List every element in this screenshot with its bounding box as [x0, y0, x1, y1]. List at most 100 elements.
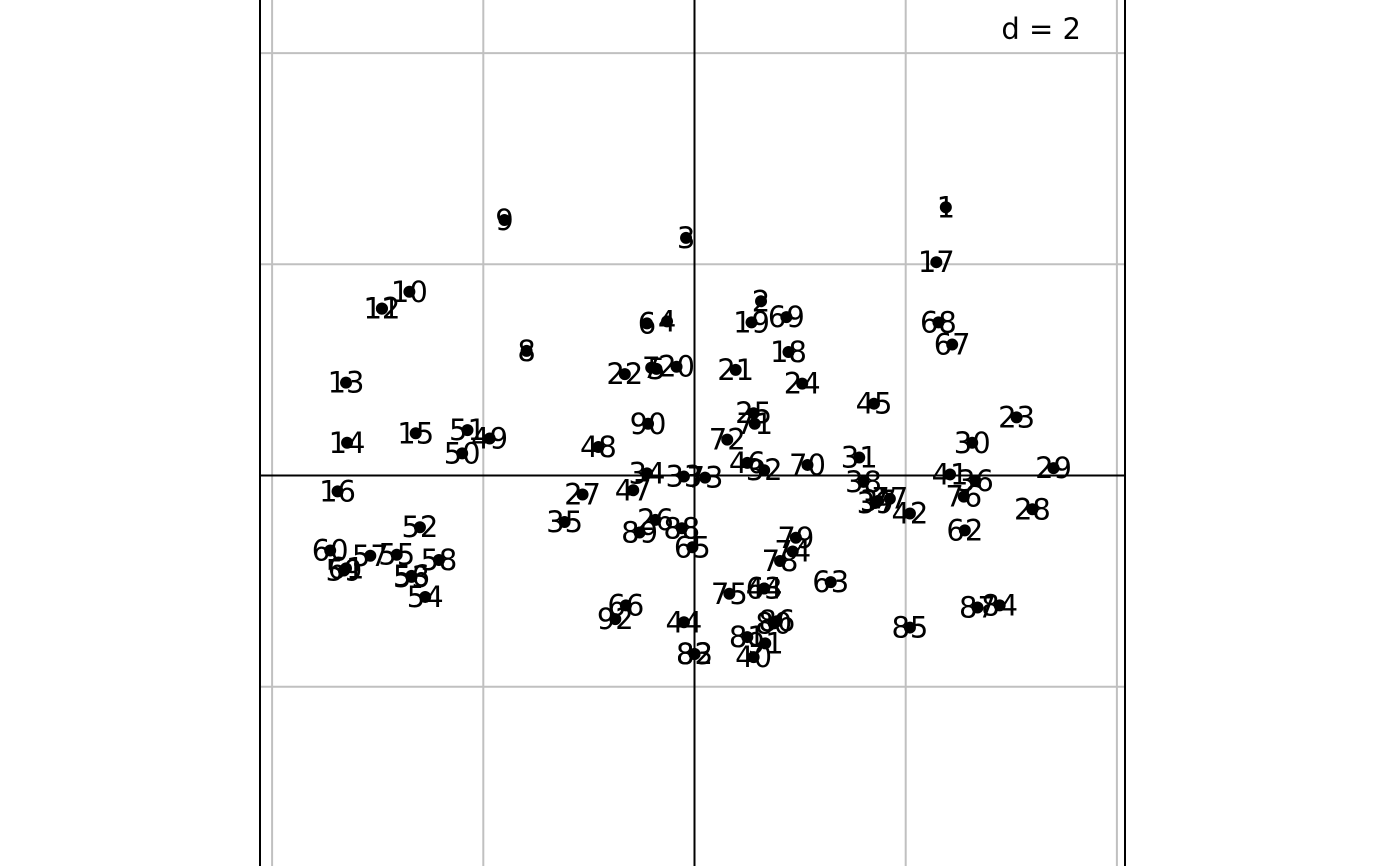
point-label: 88	[663, 511, 700, 545]
point-label: 18	[770, 335, 807, 369]
point-label: 84	[981, 588, 1018, 622]
point-label: 54	[407, 580, 444, 614]
point-label: 47	[615, 473, 652, 507]
data-point	[770, 615, 783, 628]
point-label: 16	[319, 474, 356, 508]
data-point	[375, 302, 388, 315]
point-label: 63	[812, 565, 849, 599]
point-label: 46	[729, 446, 766, 480]
data-point	[1047, 462, 1060, 475]
data-point	[640, 317, 653, 330]
data-point	[364, 549, 377, 562]
data-point	[661, 315, 674, 328]
data-points	[324, 201, 1060, 664]
point-label: 26	[637, 503, 674, 537]
data-point	[1010, 411, 1023, 424]
data-point	[796, 377, 809, 390]
point-label: 40	[735, 640, 772, 674]
point-label: 20	[658, 350, 695, 384]
data-point	[456, 447, 469, 460]
point-label: 59	[325, 554, 362, 588]
data-point	[745, 316, 758, 329]
data-point	[957, 490, 970, 503]
data-point	[483, 432, 496, 445]
data-point	[686, 541, 699, 554]
data-point	[969, 474, 982, 487]
point-label: 11	[363, 292, 400, 326]
point-label: 44	[665, 605, 702, 639]
point-label: 33	[665, 460, 702, 494]
point-label: 89	[621, 516, 658, 550]
data-point	[883, 492, 896, 505]
point-label: 1	[937, 190, 955, 224]
data-point	[939, 201, 952, 214]
point-label: 61	[328, 551, 365, 585]
data-point	[680, 231, 693, 244]
data-point	[461, 424, 474, 437]
data-point	[946, 338, 959, 351]
data-point	[747, 651, 760, 664]
data-point	[419, 590, 432, 603]
point-label: 49	[471, 422, 508, 456]
data-point	[688, 647, 701, 660]
point-label: 42	[891, 497, 928, 531]
data-point	[971, 601, 984, 614]
point-label: 70	[789, 448, 826, 482]
data-point	[627, 484, 640, 497]
data-point	[958, 524, 971, 537]
data-point	[677, 470, 690, 483]
origin-axes	[260, 0, 1125, 866]
data-point	[930, 256, 943, 269]
point-label: 9	[495, 203, 513, 237]
data-point	[748, 417, 761, 430]
data-point	[747, 407, 760, 420]
point-label: 76	[945, 480, 982, 514]
data-point	[633, 526, 646, 539]
point-label: 67	[934, 328, 971, 362]
point-label: 56	[393, 559, 430, 593]
point-label: 50	[444, 436, 481, 470]
point-label: 62	[946, 513, 983, 547]
point-label: 37	[860, 484, 897, 518]
data-point	[721, 433, 734, 446]
point-label: 25	[735, 396, 772, 430]
data-point	[642, 417, 655, 430]
point-label: 29	[1035, 451, 1072, 485]
point-label: 14	[329, 426, 366, 460]
data-point	[520, 344, 533, 357]
data-point	[903, 507, 916, 520]
data-point	[932, 316, 945, 329]
point-label: 68	[920, 305, 957, 339]
point-label: 43	[746, 571, 783, 605]
point-label: 72	[709, 423, 746, 457]
plot-frame	[259, 0, 1126, 866]
data-point	[390, 548, 403, 561]
point-label: 51	[449, 413, 486, 447]
data-point	[609, 613, 622, 626]
data-point	[741, 631, 754, 644]
point-label: 91	[747, 626, 784, 660]
point-label: 30	[954, 426, 991, 460]
point-label: 77	[871, 482, 908, 516]
data-point	[782, 345, 795, 358]
data-point	[857, 475, 870, 488]
data-point	[1026, 503, 1039, 516]
point-label: 4	[658, 304, 676, 338]
point-label: 65	[674, 530, 711, 564]
data-point	[649, 513, 662, 526]
data-point	[780, 311, 793, 324]
data-point	[558, 515, 571, 528]
point-label: 82	[676, 637, 713, 671]
point-label: 73	[687, 461, 724, 495]
point-label: 10	[391, 275, 428, 309]
point-label: 64	[746, 571, 783, 605]
point-label: 2	[752, 284, 770, 318]
data-point	[868, 397, 881, 410]
data-point	[645, 361, 658, 374]
point-label: 87	[959, 591, 996, 625]
data-point	[592, 440, 605, 453]
data-point	[340, 562, 353, 575]
data-point	[966, 436, 979, 449]
